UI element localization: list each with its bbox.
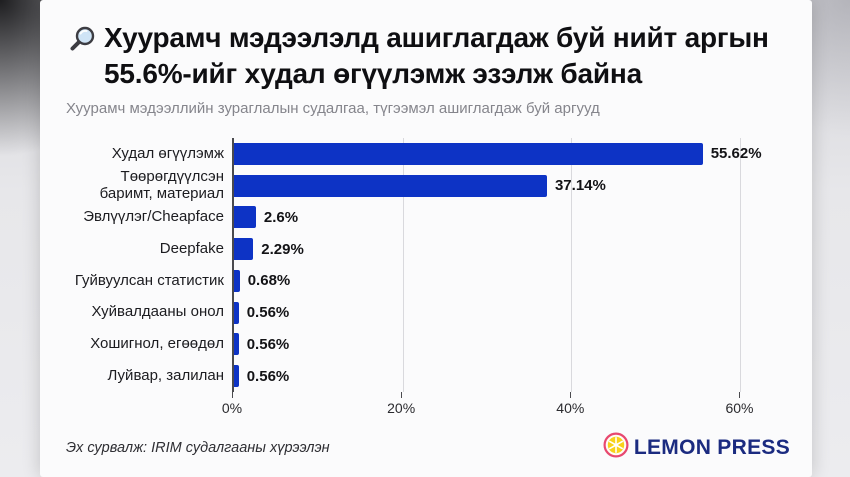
category-label: Луйвар, залилан [107, 366, 224, 384]
chart-row: 2.6% [234, 202, 775, 234]
tick-mark [232, 392, 233, 399]
bar-value-label: 0.56% [246, 367, 290, 385]
tick-label: 20% [387, 400, 416, 417]
tick-mark [401, 392, 403, 399]
tick-label: 0% [221, 400, 243, 417]
bar [234, 269, 240, 292]
bar-chart: Худал өгүүлэмж Төөрөгдүүлсэн баримт, мате… [66, 138, 790, 393]
chart-row: 0.56% [234, 329, 775, 361]
x-axis: 0% 20% 40% 60% [222, 392, 775, 422]
category-label: Төөрөгдүүлсэн баримт, материал [99, 167, 224, 202]
category-labels: Худал өгүүлэмж Төөрөгдүүлсэн баримт, мате… [66, 138, 232, 392]
logo-text: LEMON PRESS [633, 435, 790, 459]
bar-value-label: 2.29% [261, 240, 304, 258]
tick-label: 40% [556, 400, 585, 417]
infographic-card: Хуурамч мэдээлэлд ашиглагдаж буй нийт ар… [40, 0, 812, 477]
bar-value-label: 55.62% [710, 145, 762, 163]
page-title: Хуурамч мэдээлэлд ашиглагдаж буй нийт ар… [104, 22, 769, 89]
bar [234, 206, 256, 229]
bar [234, 174, 547, 197]
gridline [739, 138, 741, 393]
tick-mark [739, 392, 741, 399]
lemon-press-logo: LEMON PRESS [603, 432, 790, 463]
bar-value-label: 0.56% [246, 335, 290, 353]
plot-area: 55.62% 37.14% 2.6% 2.29% 0.68% 0.56% 0.56% 0.56… [232, 138, 775, 393]
bar [234, 301, 239, 324]
bar-value-label: 0.68% [247, 272, 291, 290]
category-label: Гуйвуулсан статистик [74, 271, 224, 289]
chart-row: 2.29% [234, 233, 775, 265]
bar [234, 333, 239, 356]
tick-label: 60% [725, 400, 754, 417]
category-label: Хуйвалдааны онол [91, 303, 224, 321]
chart-row: 0.56% [234, 297, 775, 329]
category-label: Deepfake [159, 239, 224, 257]
chart-subtitle: Хуурамч мэдээллийн зураглалын судалгаа, … [66, 100, 600, 118]
bar [234, 365, 239, 388]
category-label: Эвлүүлэг/Cheapface [83, 208, 224, 226]
magnifier-icon [66, 24, 98, 61]
header: Хуурамч мэдээлэлд ашиглагдаж буй нийт ар… [66, 20, 790, 91]
chart-row: 0.56% [234, 360, 775, 392]
bar-value-label: 37.14% [554, 177, 606, 195]
source-note: Эх сурвалж: IRIM судалгааны хүрээлэн [66, 439, 330, 456]
chart-row: 0.68% [234, 265, 775, 297]
category-label: Худал өгүүлэмж [111, 144, 224, 162]
gridline [402, 138, 404, 393]
footer: Эх сурвалж: IRIM судалгааны хүрээлэн [66, 432, 790, 463]
lemon-icon [603, 432, 629, 463]
bar-value-label: 0.56% [246, 304, 290, 322]
chart-row: 37.14% [234, 170, 775, 202]
category-label: Хошигнол, егөөдөл [90, 335, 224, 353]
bar-value-label: 2.6% [263, 208, 299, 226]
tick-mark [570, 392, 572, 399]
bar [234, 238, 254, 261]
bar [234, 142, 703, 165]
gridline [571, 138, 573, 393]
chart-row: 55.62% [234, 138, 775, 170]
